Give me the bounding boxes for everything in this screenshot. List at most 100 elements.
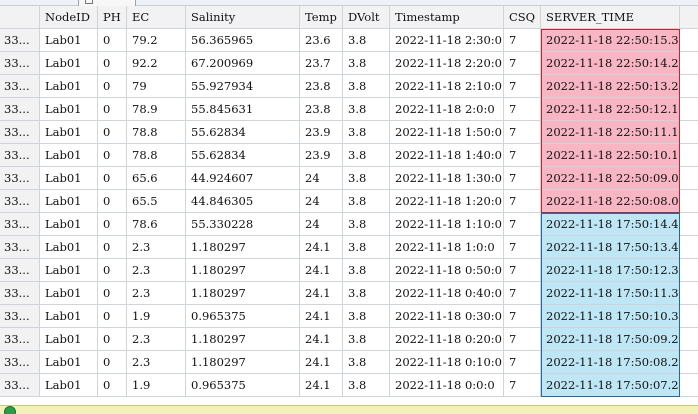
- cell-temp[interactable]: 23.7: [300, 52, 343, 75]
- cell-ph[interactable]: 0: [98, 328, 127, 351]
- cell-temp[interactable]: 23.6: [300, 29, 343, 52]
- cell-temp[interactable]: 24.1: [300, 236, 343, 259]
- cell-ec[interactable]: 78.9: [127, 98, 186, 121]
- cell-row-header[interactable]: 33...: [0, 328, 40, 351]
- cell-csq[interactable]: 7: [504, 98, 541, 121]
- cell-dvolt[interactable]: 3.8: [343, 29, 390, 52]
- cell-csq[interactable]: 7: [504, 213, 541, 236]
- cell-server-time[interactable]: 2022-11-18 17:50:09.290: [541, 328, 680, 351]
- cell-temp[interactable]: 23.9: [300, 121, 343, 144]
- cell-dvolt[interactable]: 3.8: [343, 144, 390, 167]
- cell-ec[interactable]: 78.8: [127, 121, 186, 144]
- cell-nodeid[interactable]: Lab01: [40, 121, 98, 144]
- cell-salinity[interactable]: 44.846305: [186, 190, 300, 213]
- cell-nodeid[interactable]: Lab01: [40, 259, 98, 282]
- cell-row-header[interactable]: 33...: [0, 374, 40, 397]
- results-tab[interactable]: [78, 0, 136, 6]
- cell-server-time[interactable]: 2022-11-18 22:50:09.087: [541, 167, 680, 190]
- cell-row-header[interactable]: 33...: [0, 29, 40, 52]
- table-row[interactable]: 33... Lab01 0 2.3 1.180297 24.1 3.8 2022-11-18 …: [0, 282, 698, 305]
- cell-row-header[interactable]: 33...: [0, 259, 40, 282]
- cell-timestamp[interactable]: 2022-11-18 1:20:0: [390, 190, 504, 213]
- cell-timestamp[interactable]: 2022-11-18 0:30:0: [390, 305, 504, 328]
- cell-row-header[interactable]: 33...: [0, 236, 40, 259]
- cell-ph[interactable]: 0: [98, 282, 127, 305]
- cell-row-header[interactable]: 33...: [0, 144, 40, 167]
- cell-ph[interactable]: 0: [98, 374, 127, 397]
- cell-dvolt[interactable]: 3.8: [343, 75, 390, 98]
- cell-server-time[interactable]: 2022-11-18 22:50:13.223: [541, 75, 680, 98]
- cell-nodeid[interactable]: Lab01: [40, 305, 98, 328]
- cell-server-time[interactable]: 2022-11-18 17:50:14.477: [541, 213, 680, 236]
- cell-csq[interactable]: 7: [504, 282, 541, 305]
- cell-salinity[interactable]: 55.330228: [186, 213, 300, 236]
- cell-nodeid[interactable]: Lab01: [40, 167, 98, 190]
- cell-nodeid[interactable]: Lab01: [40, 282, 98, 305]
- cell-dvolt[interactable]: 3.8: [343, 236, 390, 259]
- cell-salinity[interactable]: 55.845631: [186, 98, 300, 121]
- table-row[interactable]: 33... Lab01 0 78.9 55.845631 23.8 3.8 2022-11-1…: [0, 98, 698, 121]
- cell-timestamp[interactable]: 2022-11-18 0:40:0: [390, 282, 504, 305]
- cell-nodeid[interactable]: Lab01: [40, 29, 98, 52]
- cell-nodeid[interactable]: Lab01: [40, 374, 98, 397]
- cell-nodeid[interactable]: Lab01: [40, 75, 98, 98]
- table-row[interactable]: 33... Lab01 0 65.5 44.846305 24 3.8 2022-11-18 …: [0, 190, 698, 213]
- cell-ec[interactable]: 78.6: [127, 213, 186, 236]
- cell-salinity[interactable]: 55.927934: [186, 75, 300, 98]
- table-row[interactable]: 33... Lab01 0 2.3 1.180297 24.1 3.8 2022-11-18 …: [0, 236, 698, 259]
- cell-dvolt[interactable]: 3.8: [343, 305, 390, 328]
- cell-csq[interactable]: 7: [504, 167, 541, 190]
- cell-temp[interactable]: 24.1: [300, 282, 343, 305]
- cell-csq[interactable]: 7: [504, 121, 541, 144]
- cell-ph[interactable]: 0: [98, 167, 127, 190]
- cell-timestamp[interactable]: 2022-11-18 2:20:0: [390, 52, 504, 75]
- cell-server-time[interactable]: 2022-11-18 17:50:11.360: [541, 282, 680, 305]
- cell-dvolt[interactable]: 3.8: [343, 328, 390, 351]
- cell-ph[interactable]: 0: [98, 98, 127, 121]
- cell-ph[interactable]: 0: [98, 305, 127, 328]
- cell-ph[interactable]: 0: [98, 351, 127, 374]
- cell-ph[interactable]: 0: [98, 29, 127, 52]
- cell-salinity[interactable]: 1.180297: [186, 351, 300, 374]
- cell-row-header[interactable]: 33...: [0, 305, 40, 328]
- cell-salinity[interactable]: 1.180297: [186, 236, 300, 259]
- cell-temp[interactable]: 23.9: [300, 144, 343, 167]
- cell-salinity[interactable]: 44.924607: [186, 167, 300, 190]
- column-header-timestamp[interactable]: Timestamp: [390, 6, 504, 29]
- cell-dvolt[interactable]: 3.8: [343, 374, 390, 397]
- table-row[interactable]: 33... Lab01 0 1.9 0.965375 24.1 3.8 2022-11-18 …: [0, 374, 698, 397]
- cell-timestamp[interactable]: 2022-11-18 2:0:0: [390, 98, 504, 121]
- cell-dvolt[interactable]: 3.8: [343, 259, 390, 282]
- table-row[interactable]: 33... Lab01 0 1.9 0.965375 24.1 3.8 2022-11-18 …: [0, 305, 698, 328]
- cell-timestamp[interactable]: 2022-11-18 2:30:0: [390, 29, 504, 52]
- column-header-salinity[interactable]: Salinity: [186, 6, 300, 29]
- cell-server-time[interactable]: 2022-11-18 22:50:11.157: [541, 121, 680, 144]
- cell-row-header[interactable]: 33...: [0, 213, 40, 236]
- cell-nodeid[interactable]: Lab01: [40, 213, 98, 236]
- cell-timestamp[interactable]: 2022-11-18 0:0:0: [390, 374, 504, 397]
- cell-dvolt[interactable]: 3.8: [343, 121, 390, 144]
- table-row[interactable]: 33... Lab01 0 2.3 1.180297 24.1 3.8 2022-11-18 …: [0, 259, 698, 282]
- cell-dvolt[interactable]: 3.8: [343, 190, 390, 213]
- cell-timestamp[interactable]: 2022-11-18 0:50:0: [390, 259, 504, 282]
- table-row[interactable]: 33... Lab01 0 2.3 1.180297 24.1 3.8 2022-11-18 …: [0, 328, 698, 351]
- cell-temp[interactable]: 24.1: [300, 305, 343, 328]
- cell-server-time[interactable]: 2022-11-18 17:50:13.430: [541, 236, 680, 259]
- table-row[interactable]: 33... Lab01 0 78.8 55.62834 23.9 3.8 2022-11-18…: [0, 121, 698, 144]
- cell-timestamp[interactable]: 2022-11-18 1:0:0: [390, 236, 504, 259]
- cell-csq[interactable]: 7: [504, 75, 541, 98]
- cell-salinity[interactable]: 56.365965: [186, 29, 300, 52]
- cell-dvolt[interactable]: 3.8: [343, 98, 390, 121]
- cell-salinity[interactable]: 1.180297: [186, 282, 300, 305]
- cell-ec[interactable]: 79: [127, 75, 186, 98]
- cell-nodeid[interactable]: Lab01: [40, 144, 98, 167]
- cell-csq[interactable]: 7: [504, 328, 541, 351]
- table-row[interactable]: 33... Lab01 0 92.2 67.200969 23.7 3.8 2022-11-1…: [0, 52, 698, 75]
- cell-dvolt[interactable]: 3.8: [343, 52, 390, 75]
- cell-server-time[interactable]: 2022-11-18 22:50:08.057: [541, 190, 680, 213]
- cell-nodeid[interactable]: Lab01: [40, 328, 98, 351]
- cell-timestamp[interactable]: 2022-11-18 1:30:0: [390, 167, 504, 190]
- column-header-dvolt[interactable]: DVolt: [343, 6, 390, 29]
- cell-ph[interactable]: 0: [98, 190, 127, 213]
- cell-nodeid[interactable]: Lab01: [40, 236, 98, 259]
